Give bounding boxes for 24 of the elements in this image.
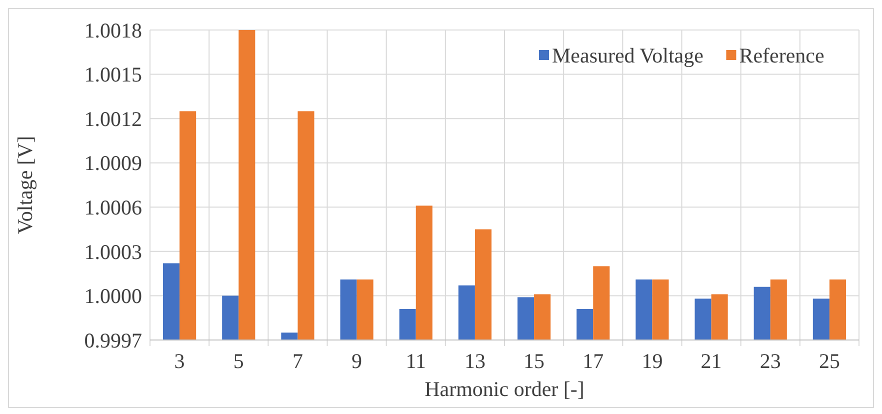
x-tick-label: 3	[174, 349, 185, 373]
y-tick-label: 1.0006	[84, 195, 142, 220]
x-tick-label: 21	[700, 349, 722, 373]
x-tick-label: 7	[292, 349, 303, 373]
x-tick-label: 11	[406, 349, 426, 373]
x-tick-label: 13	[464, 349, 486, 373]
x-tick-label: 9	[352, 349, 362, 373]
legend-label: Reference	[739, 43, 824, 68]
y-tick-label: 1.0018	[84, 18, 142, 42]
x-axis-title: Harmonic order [-]	[424, 377, 584, 401]
y-tick-label: 1.0015	[84, 62, 142, 87]
y-tick-label: 1.0003	[84, 240, 142, 264]
y-tick-label: 1.0012	[84, 106, 142, 131]
y-tick-label: 1.0000	[84, 284, 142, 308]
x-tick-label: 15	[524, 349, 545, 373]
x-tick-label: 5	[233, 349, 244, 373]
x-tick-label: 17	[582, 349, 604, 373]
x-tick-label: 25	[818, 349, 840, 373]
legend-label: Measured Voltage	[552, 43, 704, 68]
y-axis-title: Voltage [V]	[13, 136, 37, 234]
y-tick-label: 0.9997	[84, 328, 142, 352]
x-tick-label: 19	[642, 349, 663, 373]
x-tick-label: 23	[760, 349, 781, 373]
y-tick-label: 1.0009	[84, 151, 142, 176]
